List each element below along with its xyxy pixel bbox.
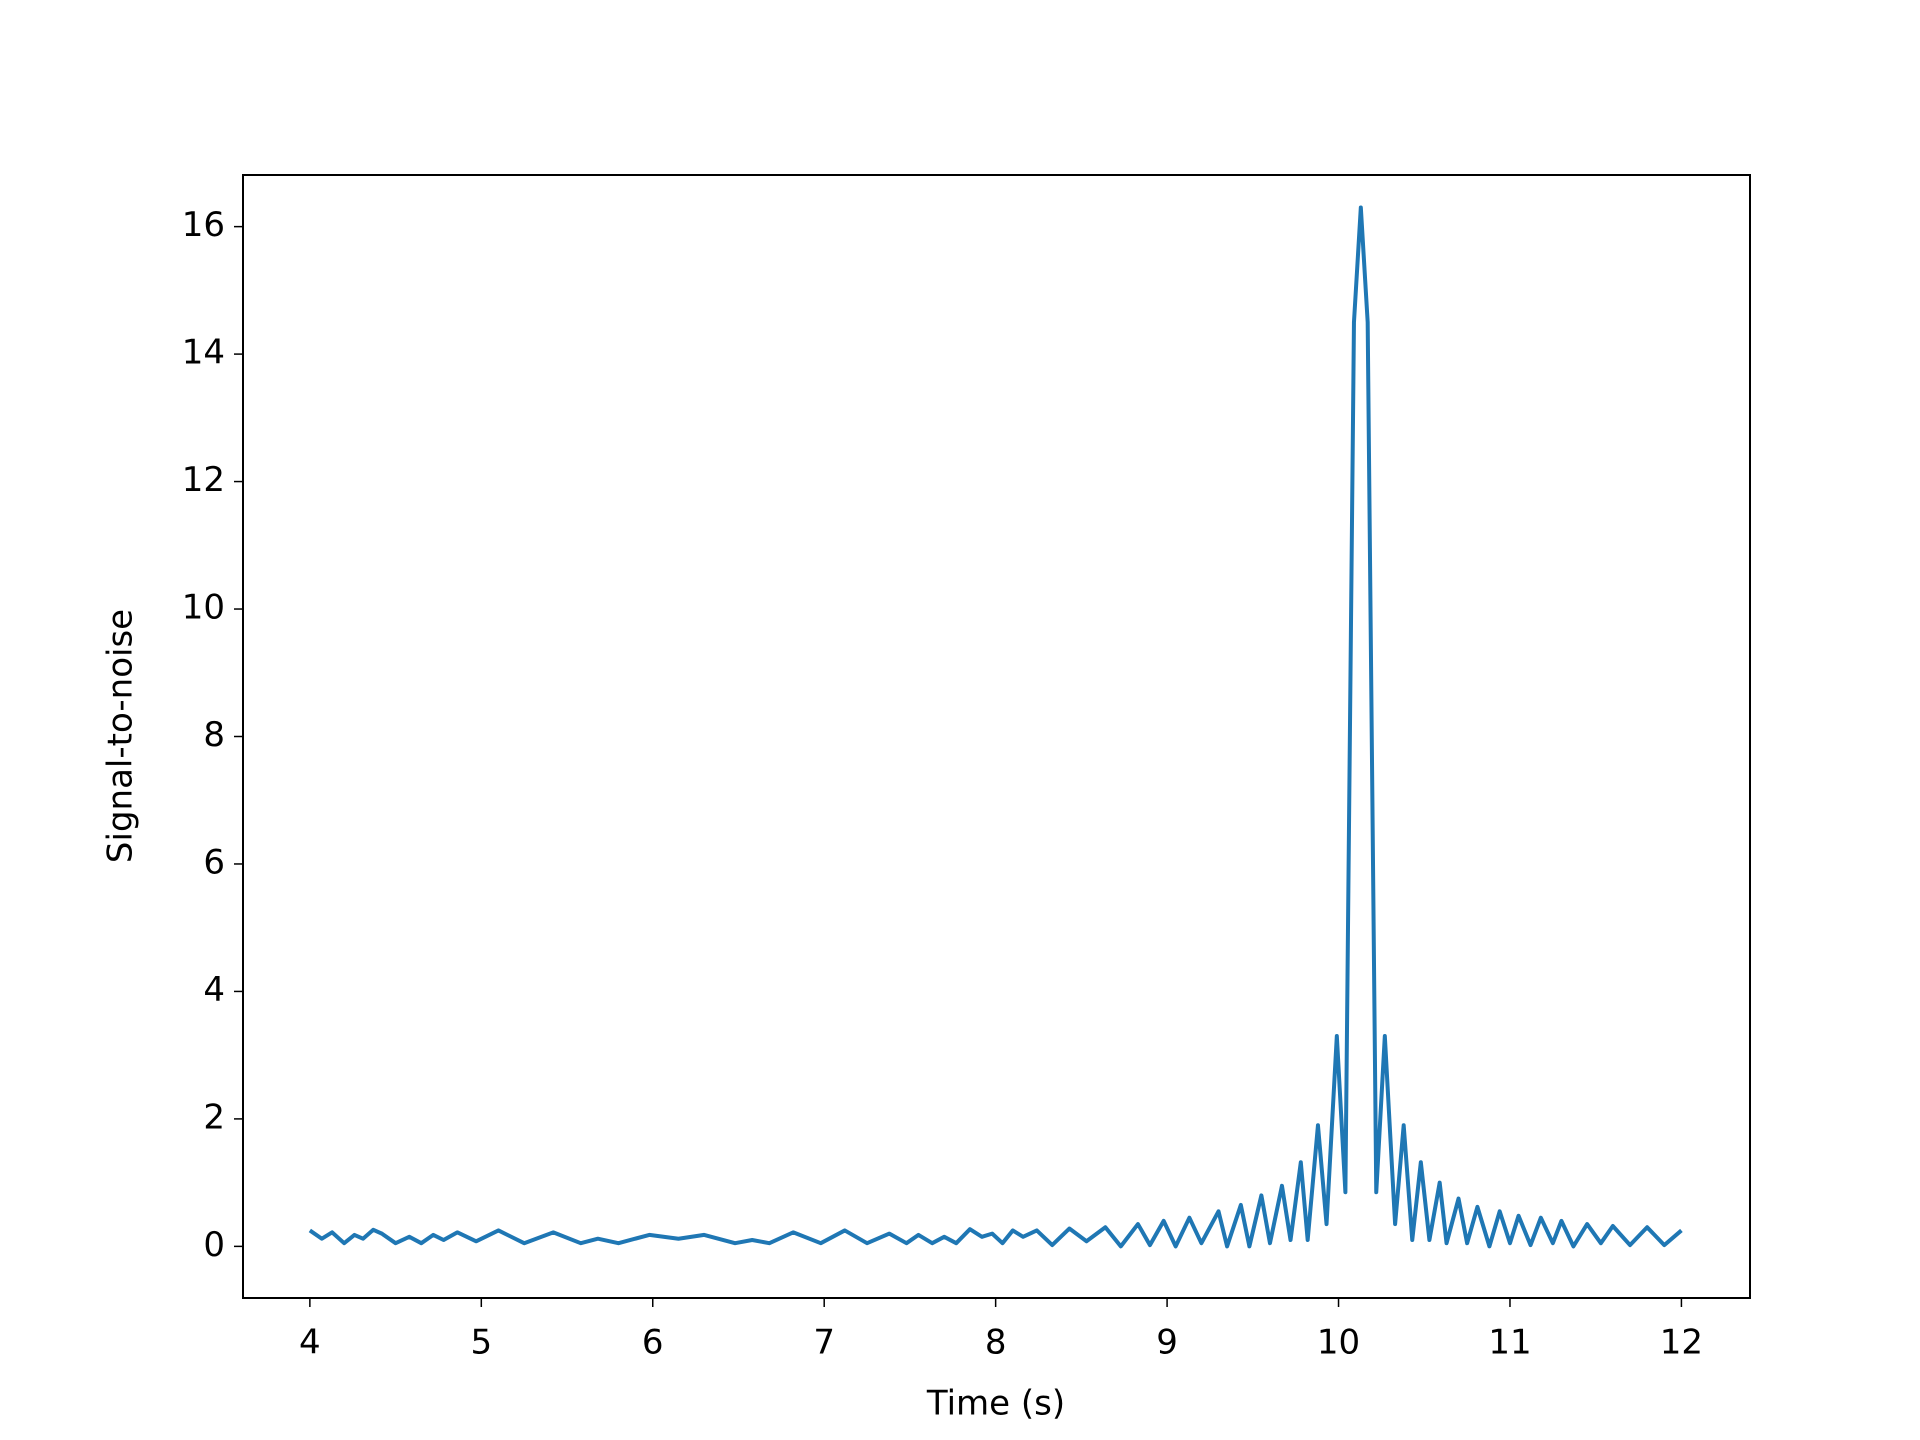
x-tick-label: 12 [1660, 1323, 1703, 1363]
x-tick-label: 5 [470, 1323, 492, 1363]
y-tick-label: 10 [182, 588, 225, 628]
y-tick-label: 2 [203, 1097, 225, 1137]
y-tick-label: 14 [182, 333, 225, 373]
x-tick-label: 7 [813, 1323, 835, 1363]
y-tick-label: 0 [203, 1225, 225, 1265]
y-tick-label: 6 [203, 842, 225, 882]
plot-frame [242, 174, 1751, 1299]
data-line [308, 205, 1683, 1249]
x-tick-label: 6 [642, 1323, 664, 1363]
x-axis-label: Time (s) [926, 1384, 1065, 1424]
x-tick-label: 10 [1317, 1323, 1360, 1363]
y-tick-label: 12 [182, 460, 225, 500]
x-tick-label: 8 [985, 1323, 1007, 1363]
x-tick-label: 4 [299, 1323, 321, 1363]
y-axis-label: Signal-to-noise [101, 609, 141, 863]
y-tick-label: 8 [203, 715, 225, 755]
y-tick-label: 16 [182, 205, 225, 245]
y-tick-label: 4 [203, 970, 225, 1010]
x-tick-label: 9 [1156, 1323, 1178, 1363]
x-tick-label: 11 [1488, 1323, 1531, 1363]
